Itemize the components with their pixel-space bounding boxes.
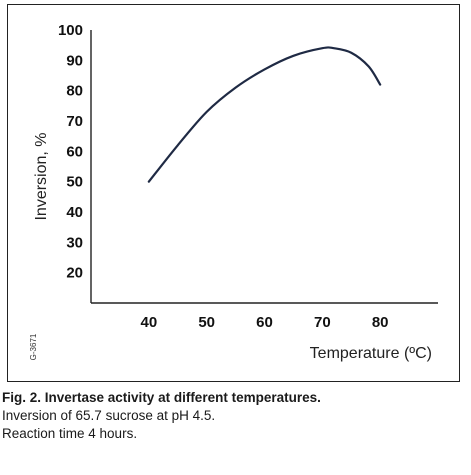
caption-line-1: Inversion of 65.7 sucrose at pH 4.5. xyxy=(2,408,216,423)
y-tick-label: 70 xyxy=(66,113,83,130)
x-tick-labels: 40 50 60 70 80 xyxy=(140,314,388,331)
x-tick-label: 70 xyxy=(314,314,331,331)
series-line xyxy=(147,46,382,183)
y-tick-label: 90 xyxy=(66,52,83,69)
x-tick-label: 50 xyxy=(198,314,215,331)
x-tick-label: 40 xyxy=(140,314,157,331)
caption-line-2: Reaction time 4 hours. xyxy=(2,426,138,441)
y-tick-label: 60 xyxy=(66,143,83,160)
x-tick-label: 80 xyxy=(372,314,389,331)
figure-caption: Fig. 2. Invertase activity at different … xyxy=(2,389,467,443)
y-tick-label: 20 xyxy=(66,265,83,282)
series-layer xyxy=(147,46,382,183)
y-tick-label: 80 xyxy=(66,83,83,100)
y-axis-title: Inversion, % xyxy=(33,132,50,220)
chart-axes xyxy=(90,30,438,304)
figure-id-label: G-3671 xyxy=(29,333,38,360)
y-tick-labels: 20 30 40 50 60 70 80 90 100 xyxy=(58,22,83,282)
figure-frame: 20 30 40 50 60 70 80 90 100 40 50 60 70 80 Inversion… xyxy=(7,4,460,382)
y-tick-label: 50 xyxy=(66,174,83,191)
y-tick-label: 30 xyxy=(66,234,83,251)
x-axis-title: Temperature (ºC) xyxy=(310,345,432,362)
y-tick-label: 40 xyxy=(66,204,83,221)
line-chart: 20 30 40 50 60 70 80 90 100 40 50 60 70 80 Inversion… xyxy=(29,22,438,362)
caption-title: Fig. 2. Invertase activity at different … xyxy=(2,390,321,405)
x-tick-label: 60 xyxy=(256,314,273,331)
y-tick-label: 100 xyxy=(58,22,83,39)
